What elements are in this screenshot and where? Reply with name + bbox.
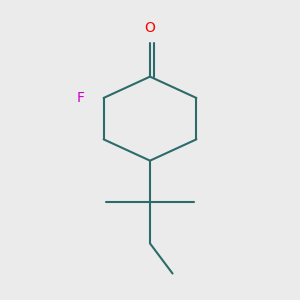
Text: O: O bbox=[145, 21, 155, 35]
Text: F: F bbox=[77, 91, 85, 105]
